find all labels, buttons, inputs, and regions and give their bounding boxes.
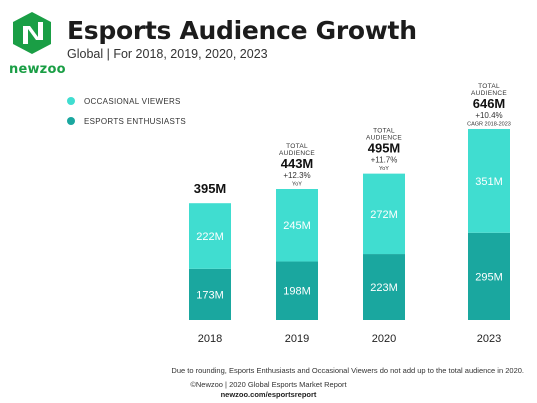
total-value-2020: 495M <box>368 141 401 156</box>
total-growth-caption-2019: YoY <box>292 182 302 188</box>
total-growth-caption-2020: YoY <box>379 166 389 172</box>
bar-label-occasional-2023: 351M <box>475 176 503 188</box>
bar-segment-enthusiasts-2018 <box>189 268 231 320</box>
bar-segment-enthusiasts-2023 <box>468 232 510 320</box>
bar-segment-enthusiasts-2019 <box>276 261 318 320</box>
bar-label-enthusiasts-2023: 295M <box>475 271 503 283</box>
x-tick-label-2018: 2018 <box>198 333 222 345</box>
total-growth-caption-2023: CAGR 2018-2023 <box>467 121 511 127</box>
bar-segment-occasional-2019 <box>276 189 318 262</box>
legend-label-occasional: OCCASIONAL VIEWERS <box>84 96 181 106</box>
bar-segment-occasional-2020 <box>363 173 405 255</box>
x-tick-label-2023: 2023 <box>477 333 501 345</box>
total-value-2023: 646M <box>473 96 506 111</box>
chart-legend: OCCASIONAL VIEWERS ESPORTS ENTHUSIASTS <box>67 92 186 132</box>
bar-label-enthusiasts-2019: 198M <box>283 286 311 298</box>
newzoo-logo-icon <box>13 12 51 54</box>
bar-segment-enthusiasts-2020 <box>363 254 405 320</box>
total-growth-2023: +10.4% <box>475 111 502 120</box>
chart-title: Esports Audience Growth <box>67 16 417 45</box>
total-growth-2020: +11.7% <box>371 156 398 165</box>
legend-item-occasional-viewers: OCCASIONAL VIEWERS <box>67 92 186 110</box>
bar-label-occasional-2019: 245M <box>283 220 311 232</box>
total-value-2019: 443M <box>281 156 314 171</box>
legend-swatch-enthusiasts <box>67 117 75 125</box>
brand-name: newzoo <box>9 62 66 77</box>
x-tick-label-2020: 2020 <box>372 333 396 345</box>
footnote: Due to rounding, Esports Enthusiasts and… <box>171 366 524 375</box>
total-caption-2023: AUDIENCE <box>471 90 507 97</box>
x-tick-label-2019: 2019 <box>285 333 309 345</box>
chart-subtitle: Global | For 2018, 2019, 2020, 2023 <box>67 47 268 61</box>
total-caption-top-2020: TOTAL <box>373 128 395 135</box>
total-caption-top-2023: TOTAL <box>478 83 500 90</box>
total-caption-top-2019: TOTAL <box>286 143 308 150</box>
bar-label-occasional-2020: 272M <box>370 209 398 221</box>
bar-label-occasional-2018: 222M <box>196 231 224 243</box>
bar-label-enthusiasts-2020: 223M <box>370 282 398 294</box>
bar-segment-occasional-2018 <box>189 203 231 269</box>
copyright: ©Newzoo | 2020 Global Esports Market Rep… <box>190 380 347 389</box>
bar-label-enthusiasts-2018: 173M <box>196 289 224 301</box>
legend-swatch-occasional <box>67 97 75 105</box>
total-growth-2019: +12.3% <box>283 171 310 180</box>
total-caption-2019: AUDIENCE <box>279 150 315 157</box>
legend-label-enthusiasts: ESPORTS ENTHUSIASTS <box>84 116 187 126</box>
bar-segment-occasional-2023 <box>468 128 510 233</box>
report-url: newzoo.com/esportsreport <box>220 390 317 399</box>
total-caption-2020: AUDIENCE <box>366 135 402 142</box>
legend-item-esports-enthusiasts: ESPORTS ENTHUSIASTS <box>67 112 186 130</box>
total-value-2018: 395M <box>194 181 227 196</box>
